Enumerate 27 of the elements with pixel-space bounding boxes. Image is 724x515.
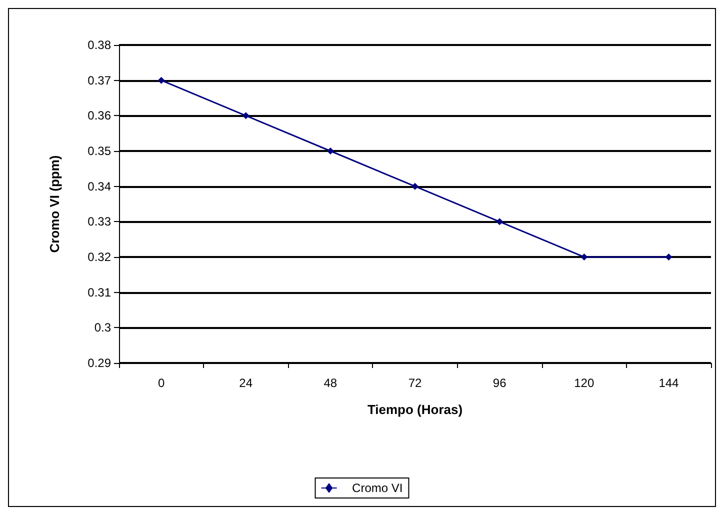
point [158, 76, 165, 84]
point [496, 218, 504, 226]
point [665, 254, 672, 260]
x-tick-label: 48 [324, 376, 338, 390]
y-tick-label: 0.3 [94, 320, 112, 335]
x-tick-label: 144 [658, 376, 680, 390]
y-axis-title: Cromo VI (ppm) [47, 155, 62, 253]
x-tick-label: 96 [492, 376, 507, 390]
legend-label: Cromo VI [352, 481, 403, 495]
x-tick-label: 120 [574, 376, 594, 390]
y-tick-label: 0.38 [88, 38, 112, 52]
x-tick-label: 24 [239, 376, 253, 390]
y-tick-label: 0.32 [88, 250, 112, 264]
point [326, 148, 334, 154]
y-tick-label: 0.31 [88, 285, 112, 300]
y-tick-label: 0.36 [88, 108, 112, 123]
y-tick-label: 0.35 [88, 144, 112, 158]
point [412, 182, 418, 190]
y-tick-label: 0.37 [88, 73, 112, 88]
y-tick-label: 0.33 [88, 214, 112, 229]
y-tick-label: 0.29 [88, 356, 112, 370]
x-tick-label: 72 [408, 376, 422, 390]
x-tick-label: 0 [158, 376, 165, 390]
y-tick-label: 0.34 [88, 179, 112, 194]
x-axis-title: Tiempo (Horas) [367, 402, 463, 417]
point [580, 254, 588, 260]
point [242, 112, 250, 120]
